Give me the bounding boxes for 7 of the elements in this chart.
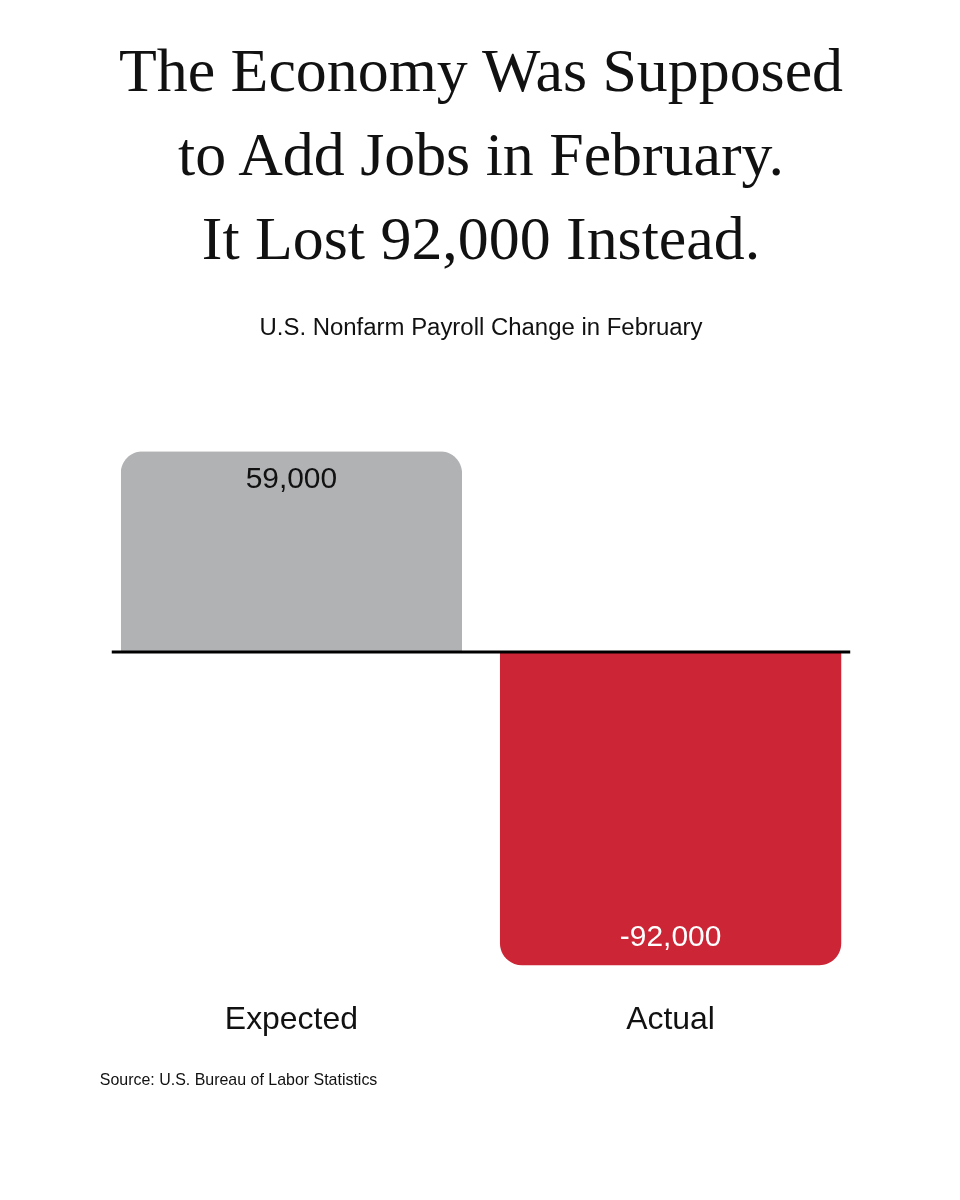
x-tick-label: Expected — [224, 999, 358, 1036]
data-label: 59,000 — [245, 461, 338, 495]
chart-subtitle: U.S. Nonfarm Payroll Change in February — [259, 313, 703, 341]
source-note: Source: U.S. Bureau of Labor Statistics — [99, 1070, 378, 1088]
x-tick-label: Actual — [626, 999, 715, 1036]
data-label: -92,000 — [619, 919, 722, 953]
chart-title: The Economy Was Supposed to Add Jobs in February. It Lost 92,000 Instead. — [118, 36, 844, 272]
